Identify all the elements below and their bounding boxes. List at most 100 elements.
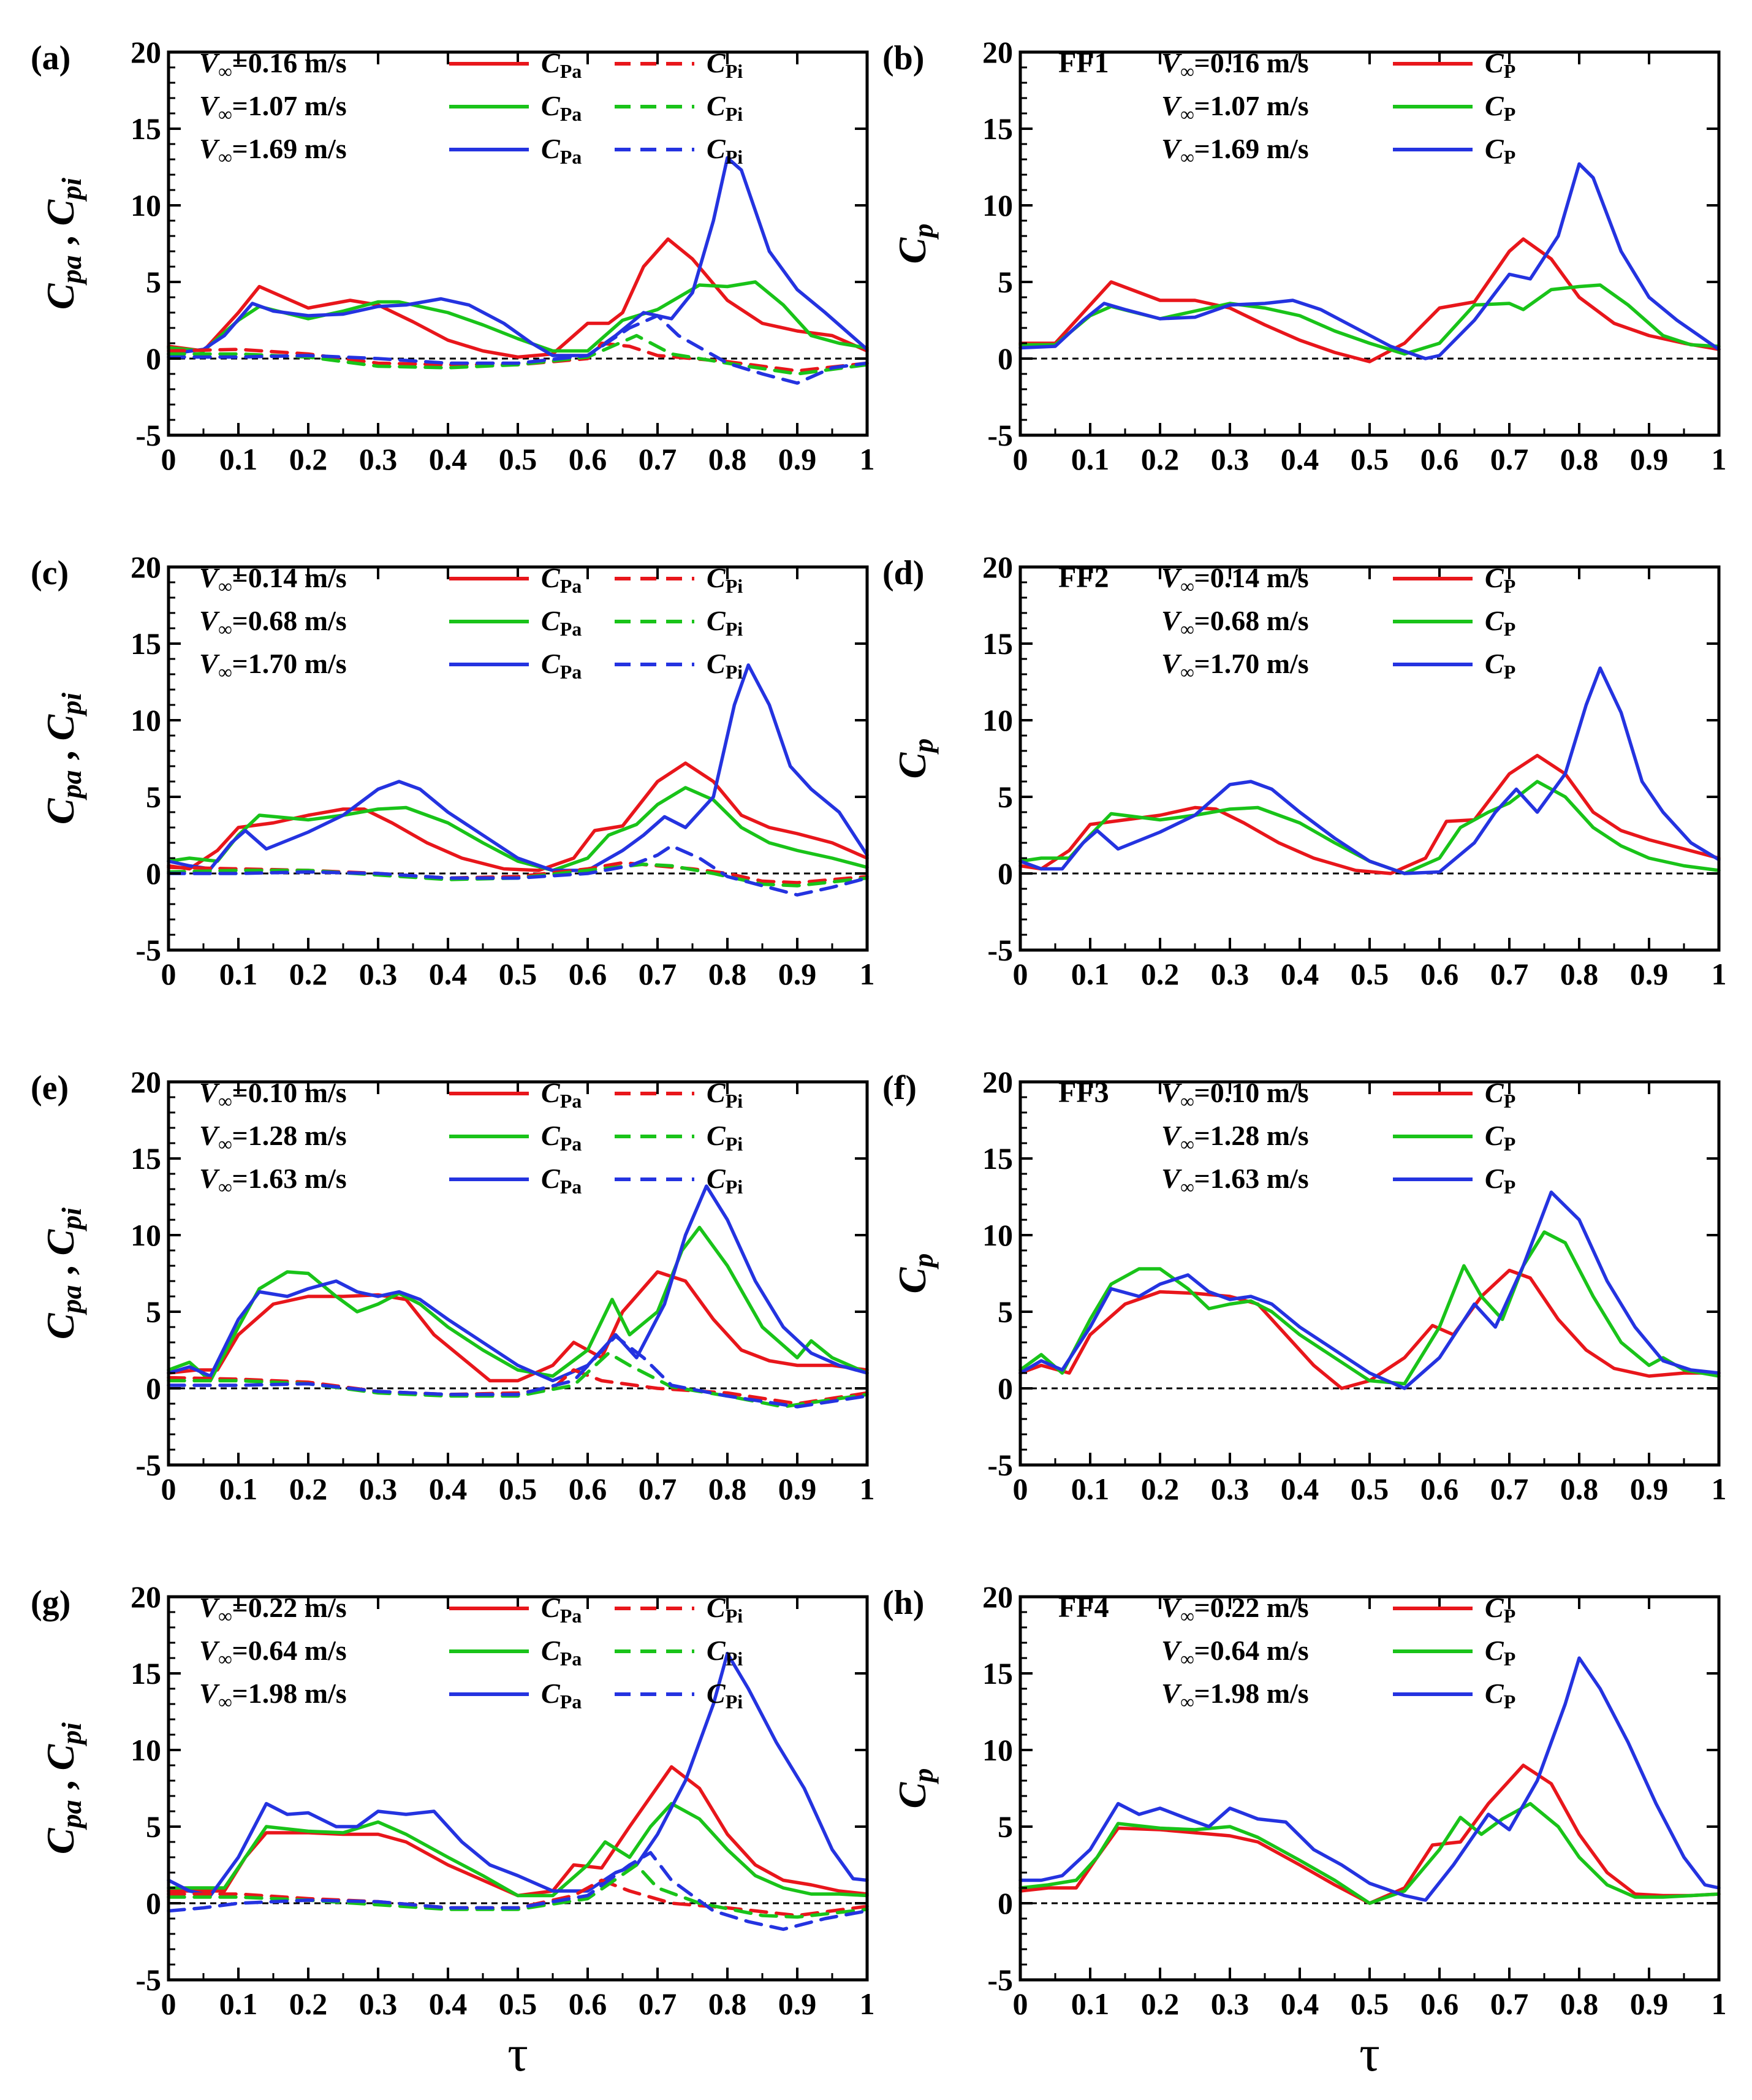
legend-symbol: ∞ [218, 1605, 232, 1627]
x-tick-label: 1 [1712, 442, 1727, 476]
legend-entry: CPa [541, 648, 582, 683]
legend-symbol: C [1485, 1163, 1504, 1194]
legend-velocity: V∞=0.10 m/s [1161, 1077, 1309, 1112]
legend-symbol: C [541, 605, 561, 636]
legend-velocity: V∞=1.69 m/s [199, 133, 347, 168]
x-tick-label: 0.7 [639, 442, 677, 476]
legend-symbol: ∞ [218, 1691, 232, 1713]
legend-entry: CPa [541, 1678, 582, 1713]
legend-velocity: V∞=1.63 m/s [1161, 1163, 1309, 1198]
legend-symbol: C [1485, 1077, 1504, 1108]
x-tick-label: 0.1 [219, 957, 258, 991]
legend-velocity-value: =1.63 m/s [1194, 1163, 1309, 1194]
y-tick-label: 5 [998, 265, 1013, 299]
x-axis-label: τ [1359, 2025, 1380, 2082]
y-tick-label: 5 [146, 1809, 161, 1844]
legend-velocity-value: =1.98 m/s [232, 1678, 347, 1709]
y-label-sub: pa [56, 1285, 87, 1315]
x-tick-label: 0.7 [1490, 1472, 1529, 1506]
y-tick-label: 5 [998, 1809, 1013, 1844]
y-tick-label: 20 [982, 1580, 1013, 1614]
legend-velocity-value: =0.14 m/s [1194, 562, 1309, 593]
legend-symbol: ∞ [1180, 60, 1194, 82]
legend-velocity: V∞=1.63 m/s [199, 1163, 347, 1198]
y-tick-label: 15 [982, 1656, 1013, 1691]
x-tick-label: 0.7 [639, 957, 677, 991]
y-label-sub: p [908, 1768, 939, 1785]
x-tick-label: 0.5 [1351, 1987, 1389, 2021]
legend-symbol: V [199, 1678, 220, 1709]
x-tick-label: 0 [161, 957, 176, 991]
legend-symbol: ∞ [1180, 618, 1194, 640]
legend-subscript: Pa [560, 1133, 582, 1155]
y-tick-label: 0 [998, 1371, 1013, 1406]
y-axis-label: Cpa , Cpi [39, 1722, 87, 1854]
legend-entry: CPa [541, 133, 582, 168]
legend-velocity-value: =0.10 m/s [1194, 1077, 1309, 1108]
legend-subscript: P [1504, 661, 1516, 683]
panel-label: (b) [882, 39, 924, 77]
y-tick-label: 10 [982, 1733, 1013, 1767]
legend-velocity-value: =0.16 m/s [232, 47, 347, 78]
legend-symbol: C [1485, 90, 1504, 121]
y-axis-label: Cpa , Cpi [39, 178, 87, 310]
legend-entry: CP [1485, 1077, 1515, 1112]
x-tick-label: 1 [860, 442, 875, 476]
y-tick-label: 20 [982, 550, 1013, 584]
legend-velocity-value: =1.98 m/s [1194, 1678, 1309, 1709]
y-tick-label: -5 [135, 933, 161, 967]
x-tick-label: 1 [1712, 1472, 1727, 1506]
legend-subscript: P [1504, 618, 1516, 640]
x-tick-label: 0 [161, 1472, 176, 1506]
y-label-main: C [39, 199, 82, 226]
legend-velocity-value: =0.16 m/s [1194, 47, 1309, 78]
y-tick-label: 20 [131, 35, 161, 69]
series-line [167, 861, 869, 885]
x-tick-label: 0 [1013, 1987, 1028, 2021]
panel-label: (f) [882, 1069, 917, 1107]
legend-velocity-value: =1.07 m/s [232, 90, 347, 121]
legend-subscript: P [1504, 575, 1516, 597]
y-label-main: C [39, 1312, 82, 1339]
model-tag: FF1 [1058, 47, 1109, 79]
y-tick-label: 20 [982, 1065, 1013, 1099]
legend-symbol: ∞ [218, 661, 232, 683]
x-tick-label: 0.1 [219, 1987, 258, 2021]
y-tick-label: 0 [146, 1886, 161, 1920]
x-tick-label: 0.5 [1351, 1472, 1389, 1506]
x-tick-label: 0.6 [1420, 1472, 1459, 1506]
y-tick-label: -5 [135, 418, 161, 452]
x-tick-label: 0 [161, 1987, 176, 2021]
chart-panel: 0 0.1 0.2 0.3 0.4 0.5 0.6 0.7 0.8 0.9 1-505101520(… [882, 1065, 1727, 1506]
series-line [1018, 1190, 1721, 1390]
model-tag: FF4 [1058, 1591, 1109, 1624]
x-tick-label: 0.5 [499, 442, 537, 476]
legend-entry: CP [1485, 90, 1515, 125]
y-label-sub: pa [56, 770, 87, 801]
legend-entry: CPi [707, 1120, 743, 1155]
legend-symbol: C [707, 1163, 726, 1194]
legend-symbol: C [707, 1678, 726, 1709]
y-tick-label: 20 [982, 35, 1013, 69]
x-tick-label: 1 [860, 957, 875, 991]
y-label-main: C [39, 713, 82, 740]
y-tick-label: 20 [131, 1580, 161, 1614]
x-tick-label: 0.8 [1560, 1987, 1599, 2021]
legend-subscript: Pa [560, 1176, 582, 1198]
legend-velocity: V∞=1.07 m/s [199, 90, 347, 125]
model-tag: FF3 [1058, 1076, 1109, 1109]
x-tick-label: 0.8 [1560, 442, 1599, 476]
y-label-sub: p [908, 739, 939, 755]
legend-subscript: Pi [726, 1133, 743, 1155]
y-tick-label: -5 [987, 418, 1013, 452]
y-label-main: C [39, 797, 82, 824]
legend-velocity: V∞=1.28 m/s [1161, 1120, 1309, 1155]
series-line [1018, 162, 1721, 360]
x-tick-label: 0.8 [708, 1472, 747, 1506]
legend-velocity-value: =0.22 m/s [232, 1592, 347, 1623]
x-tick-label: 0.6 [569, 442, 607, 476]
legend-velocity-value: =0.22 m/s [1194, 1592, 1309, 1623]
y-tick-label: 15 [131, 112, 161, 146]
legend-entry: CPi [707, 605, 743, 640]
series-line [167, 1225, 869, 1383]
